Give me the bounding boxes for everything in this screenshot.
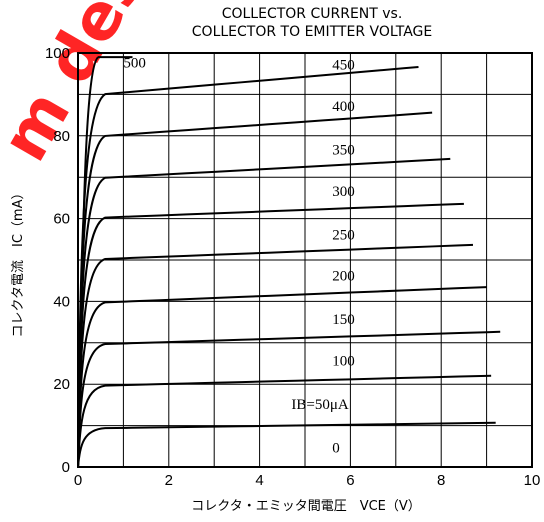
curve-label-300: 300 (332, 184, 355, 200)
x-tick-label: 8 (437, 472, 445, 489)
x-tick-label: 0 (74, 472, 82, 489)
curve-400 (77, 111, 433, 468)
curve-label-450: 450 (332, 58, 355, 74)
curve-150 (77, 330, 501, 468)
x-tick-label: 6 (346, 472, 354, 489)
curves (77, 56, 501, 468)
curve-label-400: 400 (332, 99, 355, 115)
y-tick-label: 60 (53, 211, 70, 228)
plot-frame (77, 52, 533, 468)
chart-title-line-2: COLLECTOR TO EMITTER VOLTAGE (192, 24, 432, 40)
y-tick-label: 0 (62, 459, 70, 476)
y-tick-label: 40 (53, 293, 70, 310)
curve-label-350: 350 (332, 142, 355, 158)
y-tick-label: 20 (53, 376, 70, 393)
y-axis-label: コレクタ電流 IC（mA） (11, 187, 26, 338)
curve-label-150: 150 (332, 312, 355, 328)
curve-250 (77, 243, 474, 468)
x-axis-label: コレクタ・エミッタ間電圧 VCE（V） (191, 499, 421, 514)
curve-label-500: 500 (123, 55, 145, 71)
curve-350 (77, 157, 451, 468)
curve-label-0: 0 (332, 441, 340, 457)
y-tick-label: 80 (53, 128, 70, 145)
y-tick-label: 100 (45, 45, 70, 62)
curve-label-200: 200 (332, 269, 355, 285)
x-tick-label: 2 (165, 472, 173, 489)
chart-title-line-1: COLLECTOR CURRENT vs. (222, 6, 403, 22)
curve-100 (77, 374, 492, 468)
watermark: m des (0, 0, 160, 173)
curve-label-250: 250 (332, 227, 355, 243)
curve-label-100: 100 (332, 354, 355, 370)
axes (77, 52, 533, 468)
x-tick-label: 4 (255, 472, 263, 489)
curve-500 (77, 56, 133, 468)
curve-label-IB50A: IB=50μA (291, 397, 349, 413)
curve-IB50A (77, 421, 496, 468)
curve-450 (77, 65, 419, 468)
watermark-text: m des (0, 0, 160, 173)
curve-labels: 500 450 400 350 300 250 200 150 100 IB=50μA 0 (123, 55, 354, 456)
x-tick-label: 10 (524, 472, 541, 489)
